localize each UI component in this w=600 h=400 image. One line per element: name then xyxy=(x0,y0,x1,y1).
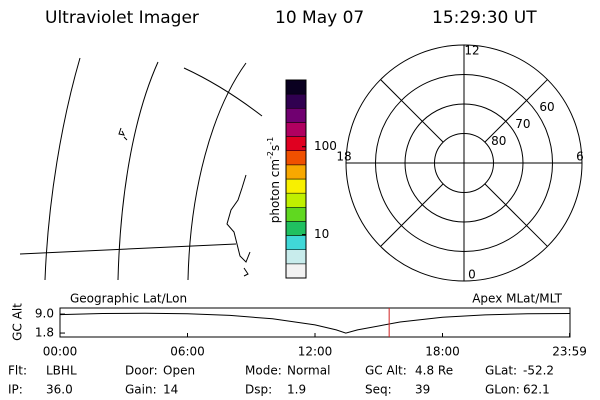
date: 10 May 07 xyxy=(275,8,364,28)
colorbar-label: photon cm-2s-1 xyxy=(266,137,282,224)
field-label: Door: xyxy=(125,364,158,378)
color-step xyxy=(285,122,307,137)
x-tick-label: 12:00 xyxy=(298,345,333,359)
ring-label: 70 xyxy=(515,117,530,131)
y-axis-label: GC Alt xyxy=(11,303,25,341)
color-step xyxy=(285,249,307,265)
meridian xyxy=(187,62,247,281)
color-step xyxy=(285,192,307,208)
superscript: -2 xyxy=(266,151,275,159)
colorbar-tick-label: 100 xyxy=(314,139,337,153)
field-value: 4.8 Re xyxy=(415,364,453,378)
field-label: Seq: xyxy=(365,383,392,397)
left-label: Geographic Lat/Lon xyxy=(70,292,187,306)
field-value: 62.1 xyxy=(523,383,550,397)
polar-diagonal xyxy=(380,183,444,247)
label-part: s xyxy=(268,145,282,151)
label-part: photon cm xyxy=(268,159,282,223)
color-step xyxy=(285,79,307,95)
color-step xyxy=(285,178,307,194)
parallel xyxy=(19,243,237,255)
colorbar: 10 100 photon cm-2s-1 xyxy=(266,79,337,279)
meridian xyxy=(117,61,159,281)
color-step xyxy=(285,136,307,151)
field-value: LBHL xyxy=(46,364,77,378)
color-step xyxy=(285,93,307,109)
field-value: -52.2 xyxy=(523,364,554,378)
color-step xyxy=(285,150,307,166)
superscript: -1 xyxy=(266,137,275,145)
polar-diagonal xyxy=(484,79,548,143)
altitude-line xyxy=(59,312,571,334)
polar-diagonal xyxy=(484,183,548,247)
color-step xyxy=(285,207,307,222)
mlt-label: 6 xyxy=(576,150,584,164)
field-value: 36.0 xyxy=(46,383,73,397)
coastline xyxy=(226,174,251,277)
color-step xyxy=(285,164,307,180)
mlt-label: 18 xyxy=(336,150,351,164)
parallel xyxy=(183,67,263,117)
right-label: Apex MLat/MLT xyxy=(472,292,562,306)
field-label: Gain: xyxy=(125,383,157,397)
field-value: 1.9 xyxy=(287,383,306,397)
field-label: GLon: xyxy=(485,383,520,397)
field-label: Flt: xyxy=(8,364,27,378)
colorbar-frame xyxy=(285,79,307,279)
color-step xyxy=(285,235,307,250)
y-tick-label: 1.8 xyxy=(35,326,54,340)
y-tick-label: 9.0 xyxy=(35,307,54,321)
color-step xyxy=(285,221,307,236)
geo-grid xyxy=(19,57,263,281)
meridian xyxy=(44,57,81,281)
field-label: Dsp: xyxy=(245,383,272,397)
field-value: Open xyxy=(163,364,195,378)
field-label: IP: xyxy=(8,383,23,397)
field-label: GLat: xyxy=(485,364,517,378)
ring-label: 60 xyxy=(539,100,554,114)
mlt-label: 12 xyxy=(464,44,479,58)
polar-diagonal xyxy=(380,79,444,143)
x-tick-label: 00:00 xyxy=(43,345,78,359)
ring-label: 80 xyxy=(491,134,506,148)
status-bar: Flt: LBHL IP: 36.0 Door: Open Gain: 14 Mode: Norm… xyxy=(8,364,554,397)
x-tick-label: 18:00 xyxy=(425,345,460,359)
time: 15:29:30 UT xyxy=(432,8,537,28)
color-step xyxy=(285,263,307,279)
coastline xyxy=(118,127,128,141)
field-value: 14 xyxy=(163,383,178,397)
colorbar-tick-label: 10 xyxy=(314,227,329,241)
x-tick-label: 23:59 xyxy=(552,345,587,359)
color-step xyxy=(285,108,307,123)
field-label: GC Alt: xyxy=(365,364,407,378)
title: Ultraviolet Imager xyxy=(45,8,199,28)
field-label: Mode: xyxy=(245,364,282,378)
x-tick-label: 06:00 xyxy=(170,345,205,359)
altitude-plot: Geographic Lat/Lon Apex MLat/MLT GC Alt 9.0… xyxy=(11,292,587,359)
mlt-label: 0 xyxy=(468,268,476,282)
field-value: Normal xyxy=(287,364,330,378)
field-value: 39 xyxy=(415,383,430,397)
